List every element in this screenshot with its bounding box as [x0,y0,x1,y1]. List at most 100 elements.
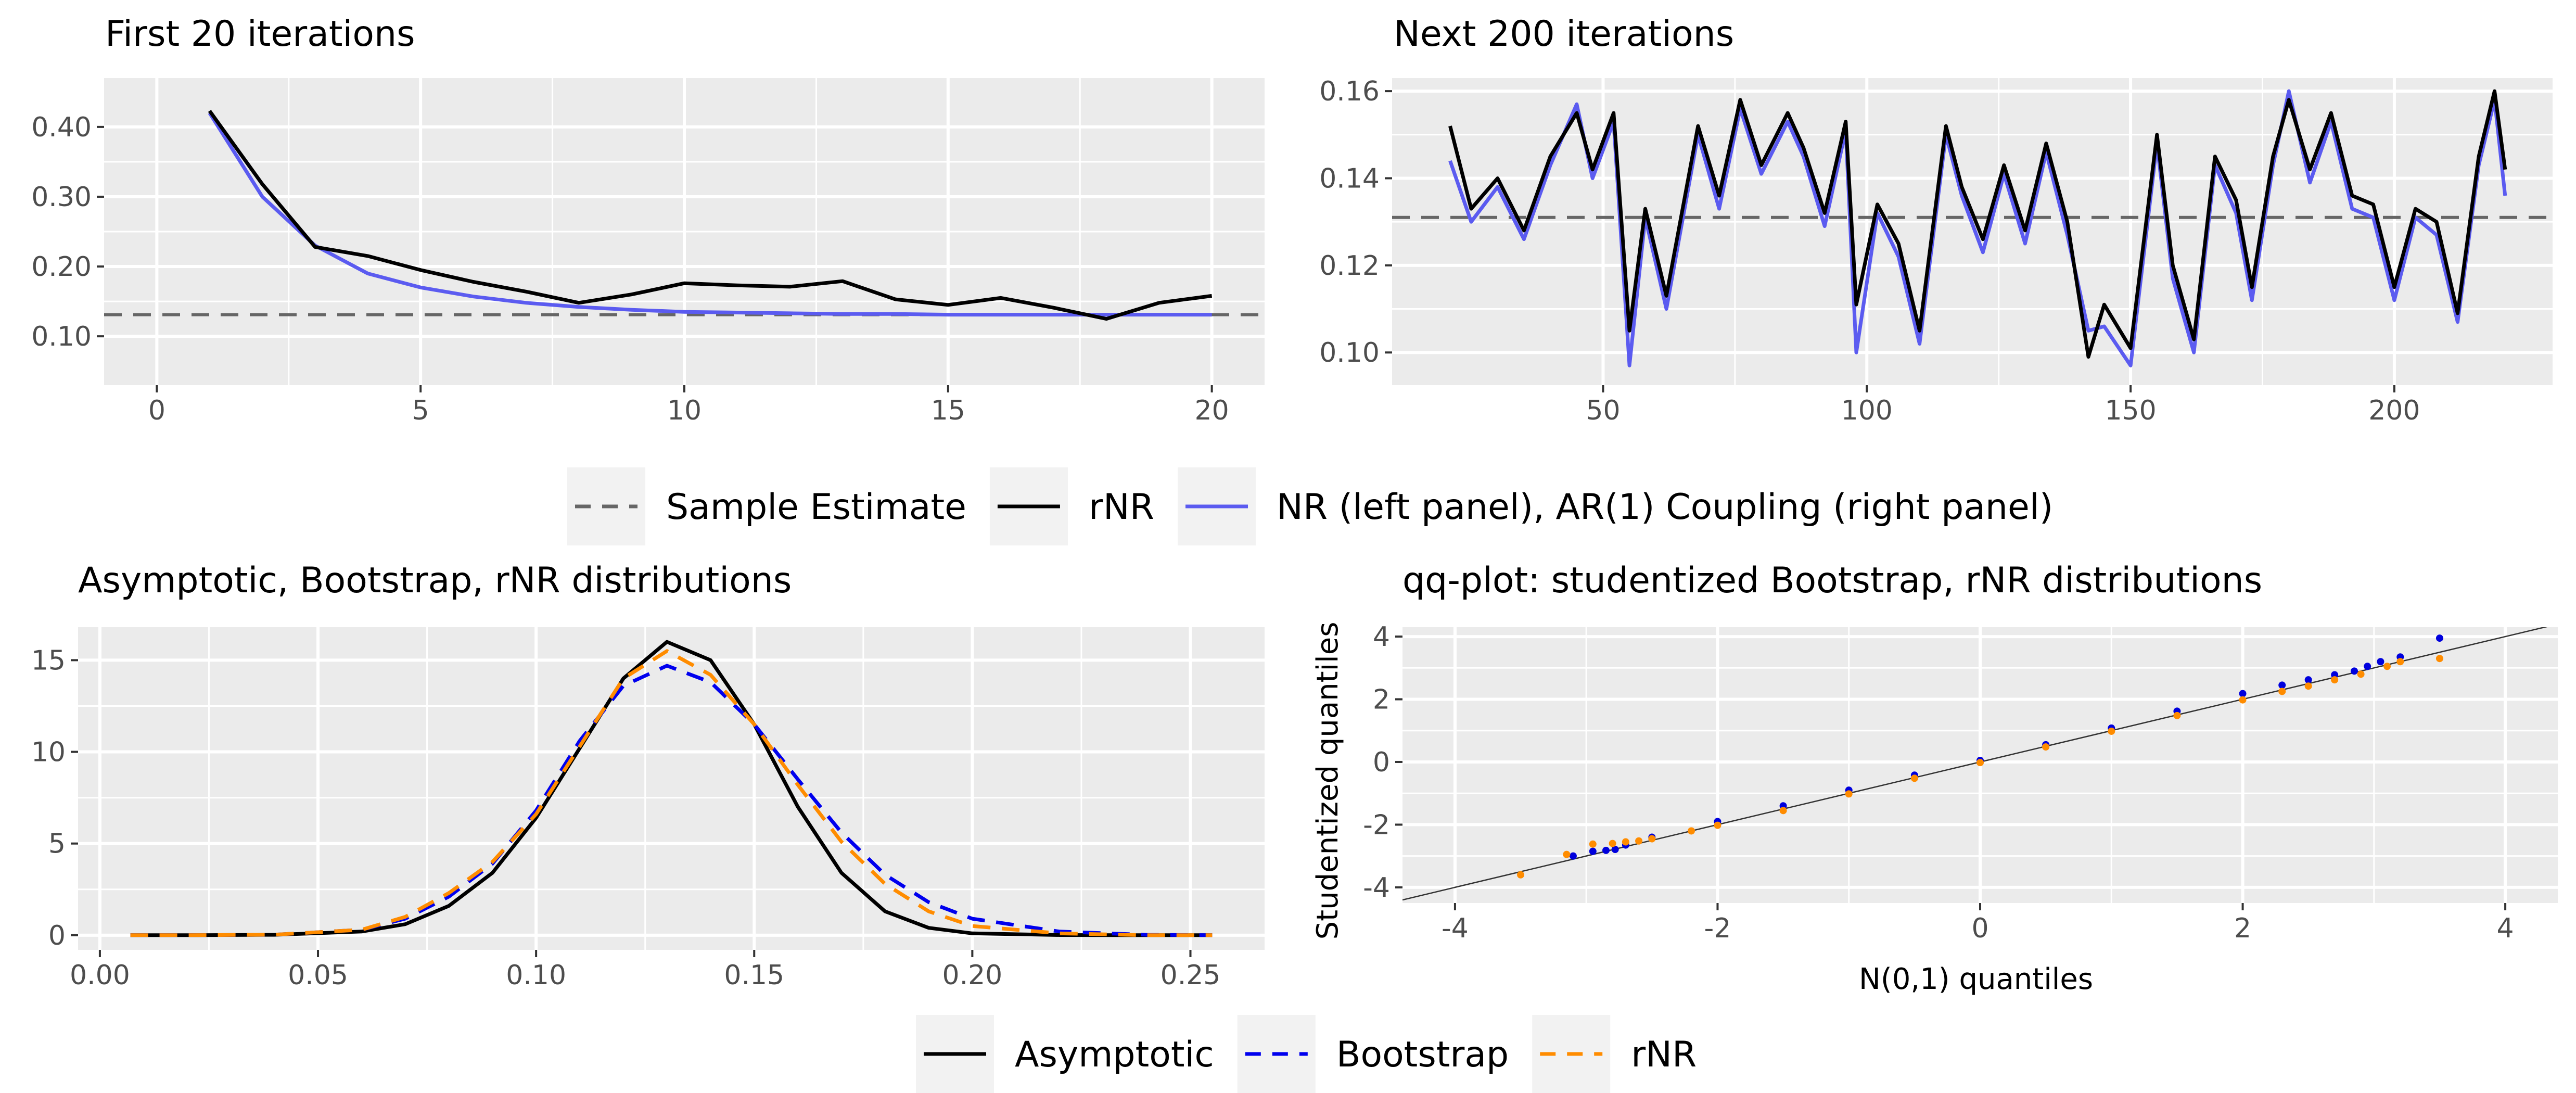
series-line-0 [208,109,1213,321]
qq-point-rnr [2108,727,2115,735]
panel1-plot-area: 0 5 10 15 20 0.10 0.20 0.30 0.40 [31,78,1265,426]
panel3-title: Asymptotic, Bootstrap, rNR distributions [78,560,792,601]
y-tick-label: 10 [31,737,66,768]
qq-point-rnr [1635,837,1643,845]
qq-point-rnr [2435,655,2443,663]
y-tick-label: 0.10 [31,321,92,352]
y-tick-label: 0.12 [1319,250,1380,282]
x-tick-label: 5 [412,395,429,426]
qq-point-rnr [1517,871,1525,879]
x-tick-label: 0.15 [724,960,784,991]
plot-clip-group [130,640,1213,937]
panel4-xlabel: N(0,1) quantiles [1859,962,2093,996]
y-tick-label: 5 [48,829,66,860]
qq-point-rnr [2173,711,2181,719]
x-tick-label: 15 [931,395,965,426]
legend-label: Bootstrap [1336,1034,1509,1075]
panel4-title: qq-plot: studentized Bootstrap, rNR dist… [1402,560,2262,601]
qq-point-bootstrap [2304,676,2312,684]
y-tick-label: 0 [48,920,66,951]
qq-point-rnr [1779,807,1787,815]
series-line-0 [130,640,1213,937]
y-tick-label: -2 [1363,809,1390,841]
legend-label: Asymptotic [1015,1034,1214,1075]
panel-background [1392,78,2553,385]
plot-clip-group [104,109,1265,321]
panel1-title: First 20 iterations [105,14,415,55]
y-tick-label: 0.14 [1319,163,1380,194]
panel2-title: Next 200 iterations [1394,14,1734,55]
x-tick-label: 150 [2105,395,2156,426]
x-tick-label: 50 [1586,395,1620,426]
qq-point-bootstrap [2435,634,2443,642]
qq-point-rnr [1622,838,1629,846]
y-tick-label: 0 [1373,747,1390,778]
x-tick-label: 100 [1841,395,1893,426]
qq-point-bootstrap [1602,846,1610,854]
x-tick-label: 2 [2234,913,2251,944]
qq-point-bootstrap [2239,690,2247,697]
legend-label: NR (left panel), AR(1) Coupling (right p… [1277,487,2053,528]
qq-point-rnr [2278,688,2286,695]
series-line-0 [1448,89,2507,359]
qq-point-bootstrap [1569,852,1577,860]
series-line-1 [1448,89,2507,367]
panel3-marks [130,640,1213,937]
qq-point-rnr [2357,670,2365,678]
qq-point-rnr [1976,759,1984,767]
panel-background [78,627,1265,950]
qq-point-rnr [2331,676,2339,684]
x-tick-label: 20 [1195,395,1229,426]
panel1-marks [104,109,1265,321]
qq-point-bootstrap [2278,681,2286,689]
y-tick-label: 0.30 [31,182,92,213]
plot-clip-group [1402,627,2548,901]
qq-point-bootstrap [2364,663,2371,670]
legend-label: rNR [1089,487,1154,528]
x-tick-label: 0.10 [506,960,566,991]
y-tick-label: 0.20 [31,251,92,283]
legend-label: Sample Estimate [666,487,966,528]
x-tick-label: 4 [2497,913,2514,944]
qq-point-bootstrap [1611,846,1619,854]
qq-point-rnr [2239,696,2247,704]
y-tick-label: -4 [1363,872,1390,904]
series-line-1 [208,112,1212,317]
panel4-ylabel: Studentized quantiles [1311,622,1345,940]
y-tick-label: 0.40 [31,112,92,143]
x-tick-label: 10 [667,395,702,426]
qq-point-bootstrap [2377,658,2384,666]
y-tick-label: 0.16 [1319,76,1380,107]
legend-bottom: Asymptotic Bootstrap rNR [916,1015,1697,1093]
qq-point-rnr [1845,790,1853,798]
qq-point-bootstrap [2331,671,2339,679]
panel3-plot-area: 0.00 0.05 0.10 0.15 0.20 0.25 0 5 10 15 [31,627,1265,991]
panel4-marks [1402,627,2548,901]
series-line-2 [130,649,1213,937]
qq-point-rnr [2304,682,2312,690]
x-tick-label: -2 [1704,913,1731,944]
x-tick-label: -4 [1442,913,1469,944]
y-tick-label: 2 [1373,684,1390,716]
qq-point-rnr [1910,774,1918,782]
qq-point-rnr [2383,663,2391,670]
x-tick-label: 0.00 [70,960,130,991]
x-tick-label: 0.25 [1161,960,1221,991]
y-tick-label: 4 [1373,621,1390,653]
x-tick-label: 0.20 [942,960,1002,991]
y-tick-label: 15 [31,645,66,676]
qq-point-rnr [1589,840,1597,848]
qq-point-rnr [1563,850,1571,858]
qq-point-rnr [1648,835,1656,843]
qq-point-rnr [1714,821,1721,829]
qq-point-rnr [1688,827,1695,835]
x-tick-label: 0.05 [288,960,348,991]
qq-point-rnr [2042,743,2050,751]
plot-clip-group [1392,89,2553,367]
x-tick-label: 0 [148,395,165,426]
x-tick-label: 0 [1971,913,1988,944]
panel4-plot-area: -4 -2 0 2 4 -4 -2 0 2 4 [1363,621,2558,944]
panel2-plot-area: 50 100 150 200 0.10 0.12 0.14 0.16 [1319,76,2553,426]
qq-point-bootstrap [2350,667,2358,675]
